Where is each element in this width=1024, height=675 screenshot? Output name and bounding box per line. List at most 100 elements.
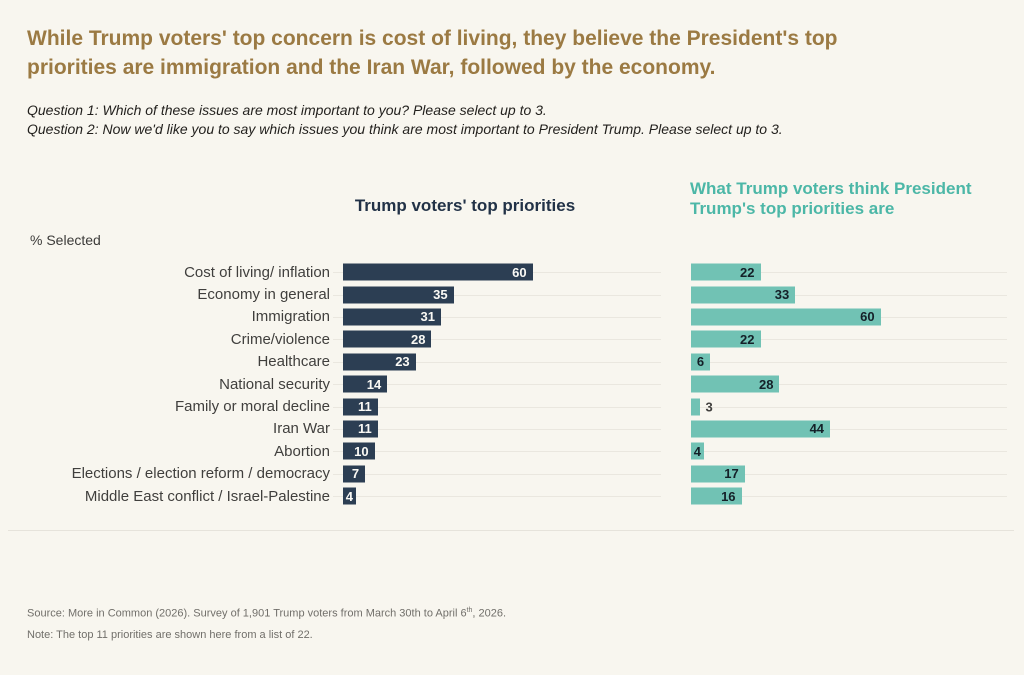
row-label: Family or moral decline xyxy=(174,398,330,416)
chart-row: Immigration 31 60 xyxy=(0,306,1024,328)
voter-priority-bar: 11 xyxy=(343,420,378,438)
chart-panel: 11 xyxy=(333,418,661,440)
voter-priority-bar: 7 xyxy=(343,465,366,483)
bar-value-label: 35 xyxy=(433,287,448,303)
perceived-president-priority-bar: 28 xyxy=(691,375,780,393)
row-label: Middle East conflict / Israel-Palestine xyxy=(84,487,330,505)
row-label: Healthcare xyxy=(257,353,330,371)
source-note: Source: More in Common (2026). Survey of… xyxy=(27,607,506,620)
bar-value-label: 6 xyxy=(696,354,705,370)
gridline xyxy=(333,384,661,386)
row-label: Elections / election reform / democracy xyxy=(71,465,330,483)
perceived-president-priority-bar: 33 xyxy=(691,286,796,304)
row-label: Cost of living/ inflation xyxy=(184,263,330,281)
bar-value-label: 17 xyxy=(724,466,739,482)
gridline xyxy=(333,339,661,341)
source-superscript: th xyxy=(466,607,473,614)
gridline xyxy=(691,428,1007,430)
chart-row: Iran War 11 44 xyxy=(0,418,1024,440)
bar-value-label: 10 xyxy=(354,443,369,459)
chart-panel: 60 xyxy=(691,306,1007,328)
chart-panel: 28 xyxy=(691,373,1007,395)
row-label: Immigration xyxy=(251,308,330,326)
chart-panel: 33 xyxy=(691,283,1007,305)
bar-value-label: 16 xyxy=(721,488,736,504)
row-label: Iran War xyxy=(273,420,330,438)
row-label: National security xyxy=(219,375,330,393)
chart-panel: 22 xyxy=(691,261,1007,283)
bar-value-label: 33 xyxy=(774,287,790,303)
bar-value-label: 4 xyxy=(693,443,701,459)
chart-panel: 11 xyxy=(333,395,661,417)
voter-priority-bar: 31 xyxy=(343,308,441,326)
chart-panel: 17 xyxy=(691,463,1007,485)
voter-priority-bar: 10 xyxy=(343,442,375,460)
voter-priority-bar: 14 xyxy=(343,375,388,393)
chart-panel: 7 xyxy=(333,463,661,485)
bottom-divider xyxy=(8,530,1014,531)
gridline xyxy=(333,428,661,430)
voter-priority-bar: 35 xyxy=(343,286,454,304)
source-text-end: , 2026. xyxy=(472,607,507,620)
bar-value-label: 14 xyxy=(366,376,382,392)
question-2: Question 2: Now we'd like you to say whi… xyxy=(27,120,783,137)
bar-value-label: 22 xyxy=(740,331,755,347)
chart-panel: 44 xyxy=(691,418,1007,440)
bar-value-label: 11 xyxy=(358,421,372,437)
bar-value-label: 23 xyxy=(395,354,410,370)
chart-panel: 60 xyxy=(333,261,661,283)
gridline xyxy=(333,496,661,498)
chart-panel: 14 xyxy=(333,373,661,395)
voter-priority-bar: 28 xyxy=(343,330,432,348)
voter-priority-bar: 60 xyxy=(343,263,533,281)
right-chart-title: What Trump voters think President Trump'… xyxy=(690,179,972,218)
gridline xyxy=(333,473,661,475)
chart-row: National security 14 28 xyxy=(0,373,1024,395)
gridline xyxy=(691,451,1007,453)
chart-panel: 22 xyxy=(691,328,1007,350)
bar-value-label: 7 xyxy=(351,466,360,482)
row-label: Abortion xyxy=(274,442,330,460)
gridline xyxy=(333,406,661,408)
perceived-president-priority-bar: 16 xyxy=(691,487,742,505)
gridline xyxy=(691,384,1007,386)
gridline xyxy=(333,451,661,453)
gridline xyxy=(333,361,661,363)
perceived-president-priority-bar: 17 xyxy=(691,465,745,483)
bar-value-label: 3 xyxy=(705,399,713,415)
perceived-president-priority-bar xyxy=(691,398,701,416)
perceived-president-priority-bar: 6 xyxy=(691,353,710,371)
chart-panel: 6 xyxy=(691,351,1007,373)
perceived-president-priority-bar: 22 xyxy=(691,330,761,348)
bar-value-label: 60 xyxy=(860,309,875,325)
perceived-president-priority-bar: 4 xyxy=(691,442,704,460)
row-label: Economy in general xyxy=(197,286,330,304)
bar-value-label: 31 xyxy=(420,309,435,325)
gridline xyxy=(691,406,1007,408)
bar-chart-rows: Cost of living/ inflation 60 22 Economy in … xyxy=(0,261,1024,507)
methodology-note: Note: The top 11 priorities are shown he… xyxy=(27,629,313,641)
chart-row: Middle East conflict / Israel-Palestine 4… xyxy=(0,485,1024,507)
bar-value-label: 28 xyxy=(411,331,426,347)
gridline xyxy=(691,473,1007,475)
gridline xyxy=(333,316,661,318)
gridline xyxy=(691,272,1007,274)
chart-panel: 3 xyxy=(691,395,1007,417)
bar-value-label: 4 xyxy=(345,488,353,504)
chart-panel: 10 xyxy=(333,440,661,462)
bar-value-label: 44 xyxy=(809,421,825,437)
chart-panel: 4 xyxy=(333,485,661,507)
gridline xyxy=(691,361,1007,363)
chart-row: Healthcare 23 6 xyxy=(0,351,1024,373)
chart-panel: 23 xyxy=(333,351,661,373)
voter-priority-bar: 23 xyxy=(343,353,416,371)
perceived-president-priority-bar: 22 xyxy=(691,263,761,281)
chart-row: Cost of living/ inflation 60 22 xyxy=(0,261,1024,283)
gridline xyxy=(691,496,1007,498)
bar-value-label: 22 xyxy=(740,264,755,280)
voter-priority-bar: 4 xyxy=(343,487,356,505)
row-label: Crime/violence xyxy=(230,330,330,348)
chart-panel: 16 xyxy=(691,485,1007,507)
chart-panel: 35 xyxy=(333,283,661,305)
